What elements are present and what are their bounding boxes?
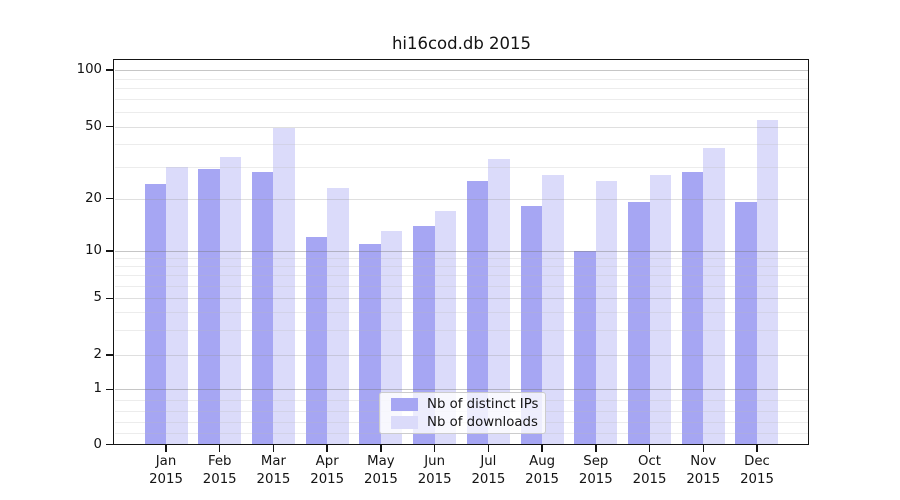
gridline-y-10 <box>114 251 808 252</box>
x-tick-nov <box>702 444 704 452</box>
bar-nb-of-distinct-ips-apr <box>305 237 328 444</box>
x-tick-dec <box>756 444 758 452</box>
y-tick-label-50: 50 <box>85 118 102 134</box>
legend: Nb of distinct IPs Nb of downloads <box>379 392 546 434</box>
legend-label-downloads: Nb of downloads <box>427 414 538 430</box>
x-tick-feb <box>219 444 221 452</box>
gridline-y-3 <box>114 329 808 331</box>
bar-nb-of-downloads-jun <box>434 210 457 444</box>
x-tick-label-mar: Mar 2015 <box>256 454 291 487</box>
bar-nb-of-distinct-ips-feb <box>198 169 220 444</box>
y-tick-10 <box>106 250 114 252</box>
bar-nb-of-distinct-ips-mar <box>251 172 274 444</box>
y-tick-label-10: 10 <box>85 243 102 258</box>
bar-nb-of-downloads-oct <box>649 174 672 444</box>
x-tick-label-aug: Aug 2015 <box>525 454 559 487</box>
bar-nb-of-downloads-aug <box>542 174 564 444</box>
y-tick-20 <box>106 197 114 200</box>
bar-nb-of-distinct-ips-oct <box>628 202 650 444</box>
gridline-y-8 <box>114 266 808 268</box>
y-tick-label-1: 1 <box>93 381 102 397</box>
x-tick-may <box>380 444 382 452</box>
gridline-y-20 <box>114 198 808 200</box>
bar-nb-of-distinct-ips-jul <box>466 181 489 444</box>
gridline-y-4 <box>114 312 808 314</box>
y-tick-label-20: 20 <box>85 190 102 206</box>
x-tick-label-feb: Feb 2015 <box>202 454 237 487</box>
x-tick-label-may: May 2015 <box>363 454 398 487</box>
gridline-y-6 <box>114 285 808 287</box>
x-tick-label-oct: Oct 2015 <box>632 454 667 487</box>
x-tick-label-nov: Nov 2015 <box>686 454 721 487</box>
y-tick-label-5: 5 <box>93 290 102 306</box>
x-tick-oct <box>648 444 651 452</box>
x-tick-apr <box>326 444 328 452</box>
x-tick-label-jan: Jan 2015 <box>149 454 183 487</box>
bar-nb-of-distinct-ips-may <box>359 243 381 444</box>
gridline-y-70 <box>114 99 808 101</box>
y-tick-label-2: 2 <box>93 347 102 362</box>
y-tick-2 <box>106 354 114 356</box>
chart-title: hi16cod.db 2015 <box>391 34 532 53</box>
gridline-y-80 <box>114 88 808 90</box>
x-tick-jul <box>487 444 490 452</box>
y-tick-0 <box>106 443 114 446</box>
bar-nb-of-downloads-sep <box>595 181 618 444</box>
legend-swatch-distinct-ips-icon <box>391 397 418 411</box>
gridline-y-7 <box>114 275 808 277</box>
gridline-y-90 <box>114 78 808 80</box>
plot-area <box>113 59 809 445</box>
x-tick-sep <box>595 444 597 452</box>
gridline-y-1 <box>114 389 808 391</box>
bar-nb-of-distinct-ips-nov <box>681 172 704 444</box>
y-tick-5 <box>106 297 114 299</box>
bar-nb-of-downloads-nov <box>703 148 725 444</box>
bar-nb-of-downloads-mar <box>273 128 295 444</box>
bar-nb-of-distinct-ips-jun <box>413 225 435 444</box>
bar-nb-of-distinct-ips-aug <box>520 206 543 444</box>
bar-nb-of-downloads-jan <box>166 166 188 444</box>
y-tick-1 <box>106 388 114 390</box>
x-tick-jan <box>165 444 167 452</box>
legend-item-downloads: Nb of downloads <box>380 414 545 430</box>
x-tick-label-jul: Jul 2015 <box>471 454 506 487</box>
bar-nb-of-downloads-feb <box>219 156 242 444</box>
legend-item-distinct-ips: Nb of distinct IPs <box>380 396 545 412</box>
x-tick-label-apr: Apr 2015 <box>310 454 345 487</box>
x-tick-label-jun: Jun 2015 <box>417 454 452 487</box>
x-tick-label-sep: Sep 2015 <box>578 454 613 487</box>
x-tick-jun <box>433 444 436 452</box>
gridline-y-50 <box>114 126 808 128</box>
y-tick-100 <box>106 69 114 71</box>
legend-label-distinct-ips: Nb of distinct IPs <box>427 396 539 412</box>
bar-nb-of-distinct-ips-jan <box>144 184 166 444</box>
y-tick-50 <box>106 126 114 128</box>
gridline-y-100 <box>114 70 808 71</box>
bar-nb-of-downloads-apr <box>327 187 349 444</box>
y-tick-label-100: 100 <box>76 62 102 77</box>
y-tick-label-0: 0 <box>93 436 102 452</box>
x-tick-label-dec: Dec 2015 <box>740 454 774 487</box>
bar-nb-of-downloads-jul <box>488 159 510 444</box>
legend-swatch-downloads-icon <box>391 415 418 429</box>
gridline-y-9 <box>114 258 808 260</box>
gridline-y-40 <box>114 144 808 146</box>
x-tick-aug <box>541 444 543 452</box>
bar-nb-of-distinct-ips-dec <box>735 202 757 444</box>
gridline-y-2 <box>114 355 808 356</box>
bar-nb-of-downloads-dec <box>756 120 779 444</box>
gridline-y-60 <box>114 111 808 113</box>
bar-nb-of-downloads-may <box>380 231 403 444</box>
bar-nb-of-distinct-ips-sep <box>574 251 596 444</box>
gridline-y-30 <box>114 166 808 168</box>
gridline-y-5 <box>114 298 808 300</box>
x-tick-mar <box>272 444 275 452</box>
